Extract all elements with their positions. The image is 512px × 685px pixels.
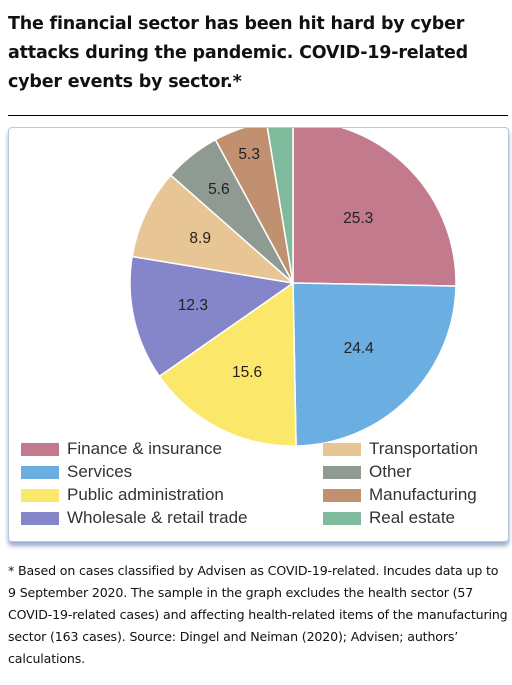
legend-item-services: Services (21, 461, 132, 483)
legend-swatch (323, 442, 361, 456)
legend-swatch (21, 442, 59, 456)
legend-item-wholesale-and-retail-trade: Wholesale & retail trade (21, 507, 247, 529)
chart-frame: 25.3 24.4 15.6 12.3 8.9 5.6 5.3 Finance & insu… (8, 127, 509, 542)
pie-slice-wholesale-and-retail-trade (129, 255, 295, 378)
legend-label: Manufacturing (369, 485, 477, 504)
legend-swatch (21, 511, 59, 525)
legend-label: Public administration (67, 485, 224, 504)
legend-label: Real estate (369, 508, 455, 527)
pie-slice-services (292, 282, 457, 447)
title-divider (8, 115, 508, 116)
legend-item-other: Other (323, 461, 412, 483)
pie-chart: 25.3 24.4 15.6 12.3 8.9 5.6 5.3 (129, 128, 457, 447)
slice-value-label-public-administration: 15.6 (232, 364, 262, 381)
legend-item-finance-and-insurance: Finance & insurance (21, 438, 222, 460)
legend-item-real-estate: Real estate (323, 507, 455, 529)
legend-label: Transportation (369, 439, 478, 458)
slice-value-label-finance-and-insurance: 25.3 (343, 210, 373, 227)
slice-value-label-other: 5.6 (208, 181, 230, 198)
chart-title: The financial sector has been hit hard b… (8, 14, 468, 92)
footnote: * Based on cases classified by Advisen a… (8, 563, 508, 666)
legend-label: Finance & insurance (67, 439, 222, 458)
legend-item-transportation: Transportation (323, 438, 478, 460)
legend-swatch (323, 511, 361, 525)
legend-swatch (323, 488, 361, 502)
slice-value-label-wholesale-and-retail-trade: 12.3 (178, 297, 208, 314)
legend-label: Wholesale & retail trade (67, 508, 248, 527)
legend-swatch (21, 465, 59, 479)
legend-swatch (323, 465, 361, 479)
pie-slice-finance-and-insurance (292, 128, 457, 287)
slice-value-label-transportation: 8.9 (189, 230, 211, 247)
slice-value-label-services: 24.4 (344, 340, 375, 357)
legend-label: Services (67, 462, 133, 481)
legend-item-public-administration: Public administration (21, 484, 224, 506)
pie-slice-transportation (131, 174, 296, 285)
legend-label: Other (369, 462, 412, 481)
pie-slice-real-estate (266, 128, 294, 284)
slice-value-label-manufacturing: 5.3 (238, 146, 260, 163)
legend-item-manufacturing: Manufacturing (323, 484, 477, 506)
legend-swatch (21, 488, 59, 502)
pie-slice-public-administration (158, 281, 297, 447)
